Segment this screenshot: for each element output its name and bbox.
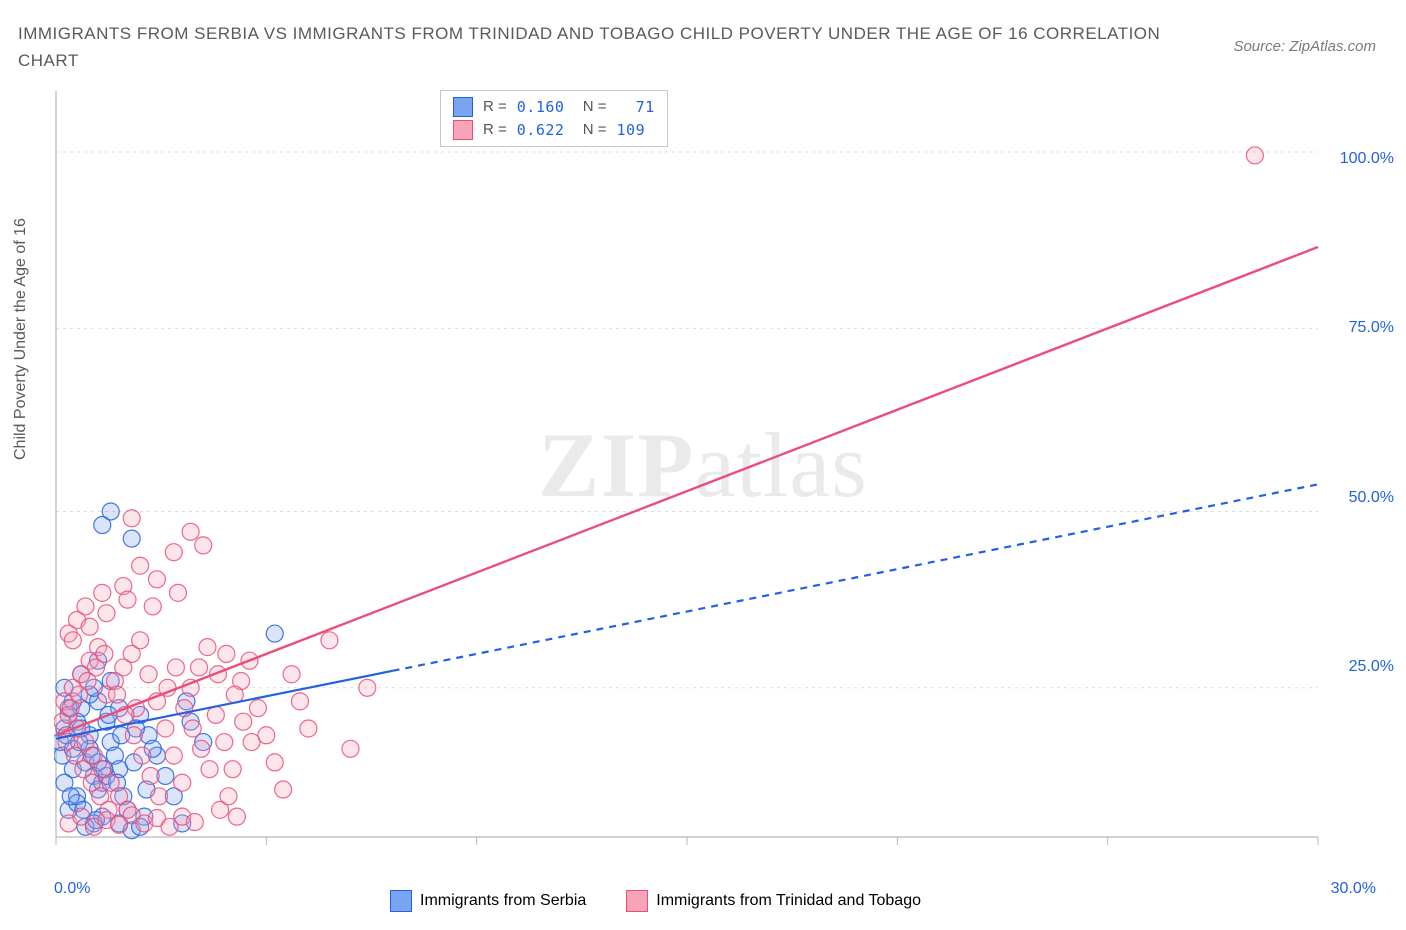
r-label: R = [483, 96, 507, 119]
legend-label: Immigrants from Serbia [420, 892, 586, 910]
n-value: 71 [617, 96, 655, 119]
chart-title: IMMIGRANTS FROM SERBIA VS IMMIGRANTS FRO… [18, 20, 1206, 74]
n-label: N = [574, 119, 606, 142]
r-value: 0.160 [517, 96, 565, 119]
legend-item-serbia: Immigrants from Serbia [390, 890, 586, 912]
swatch-icon [626, 890, 648, 912]
swatch-icon [390, 890, 412, 912]
y-tick-label: 25.0% [1349, 658, 1394, 676]
legend-row-trinidad: R = 0.622 N = 109 [453, 119, 655, 142]
n-value: 109 [617, 119, 646, 142]
r-value: 0.622 [517, 119, 565, 142]
legend-row-serbia: R = 0.160 N = 71 [453, 96, 655, 119]
y-tick-label: 50.0% [1349, 489, 1394, 507]
n-label: N = [574, 96, 606, 119]
x-tick-min: 0.0% [54, 880, 90, 898]
swatch-icon [453, 120, 473, 140]
correlation-legend: R = 0.160 N = 71 R = 0.622 N = 109 [440, 90, 668, 147]
swatch-icon [453, 97, 473, 117]
y-axis-label: Child Poverty Under the Age of 16 [12, 218, 30, 460]
y-tick-label: 75.0% [1349, 319, 1394, 337]
x-tick-max: 30.0% [1331, 880, 1376, 898]
y-tick-label: 100.0% [1340, 150, 1394, 168]
series-legend: Immigrants from Serbia Immigrants from T… [390, 890, 921, 912]
scatter-chart [54, 85, 1364, 865]
source-label: Source: ZipAtlas.com [1233, 38, 1376, 55]
legend-label: Immigrants from Trinidad and Tobago [656, 892, 921, 910]
r-label: R = [483, 119, 507, 142]
legend-item-trinidad: Immigrants from Trinidad and Tobago [626, 890, 921, 912]
